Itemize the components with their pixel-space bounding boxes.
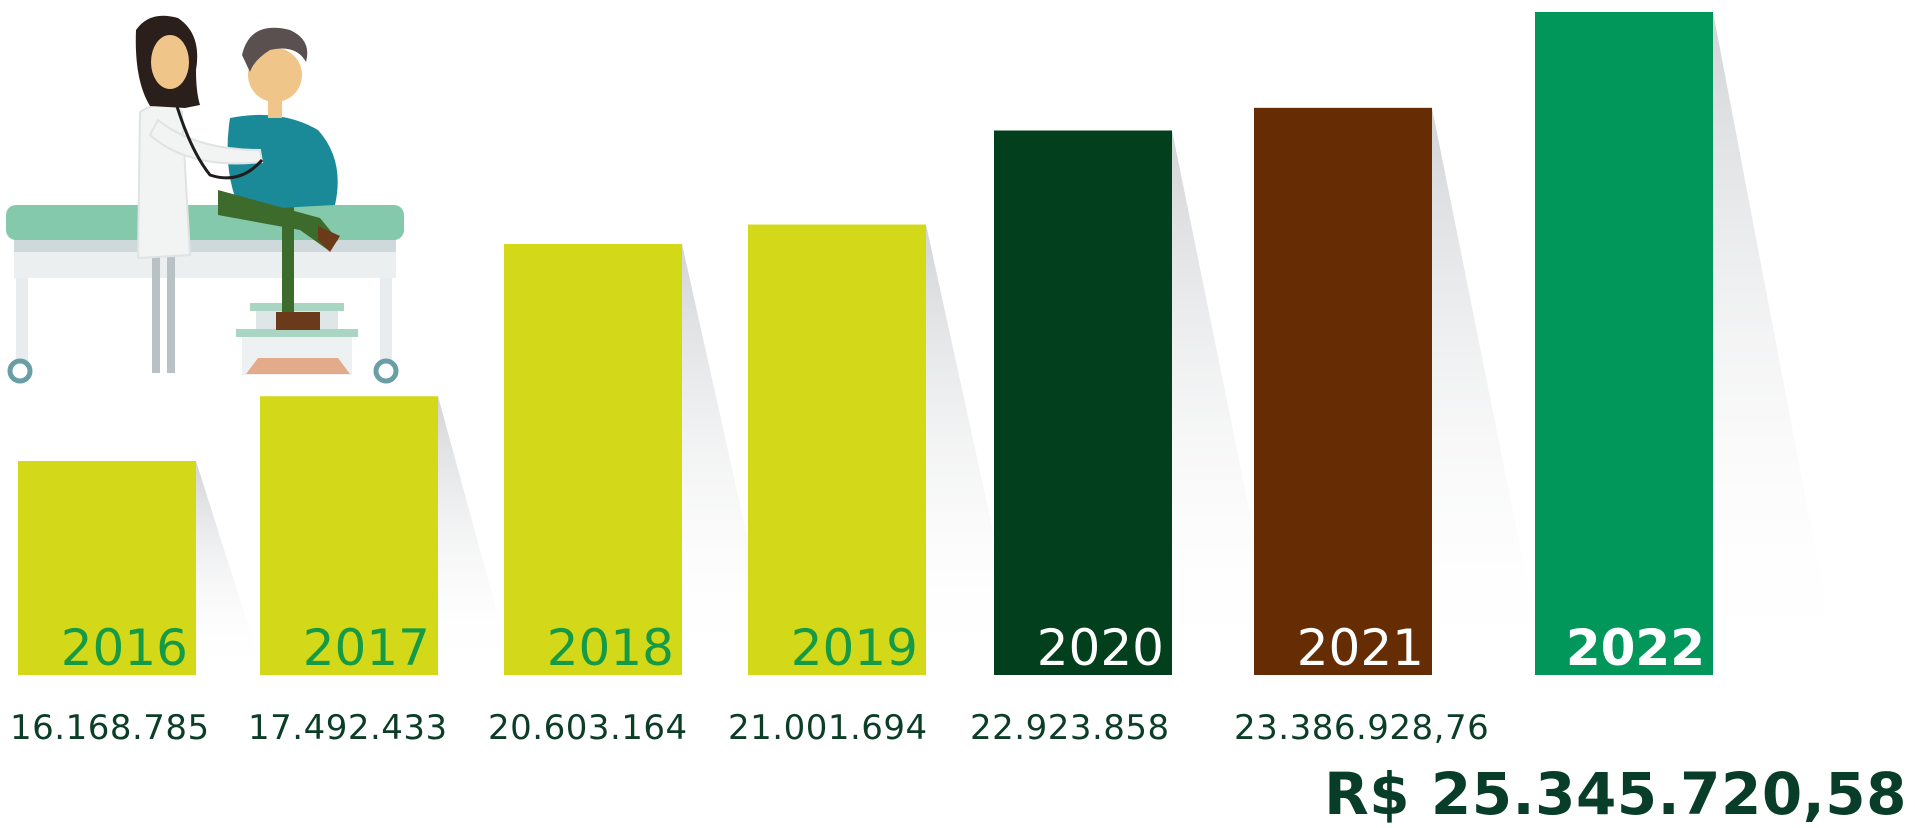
year-label: 2018 xyxy=(547,619,674,677)
year-label: 2019 xyxy=(791,619,918,677)
patient-shirt xyxy=(227,114,338,210)
year-label: 2022 xyxy=(1566,619,1705,677)
patient-thigh xyxy=(218,190,338,250)
value-label: 23.386.928,76 xyxy=(1234,708,1490,748)
bar-shadow xyxy=(1172,130,1283,675)
patient-hair xyxy=(242,27,308,72)
total-value-label: R$ 25.345.720,58 xyxy=(1324,760,1907,828)
bar-shadow xyxy=(1713,12,1840,675)
value-label: 17.492.433 xyxy=(248,708,448,748)
patient-face xyxy=(248,48,302,102)
patient-foot xyxy=(318,226,340,252)
doctor-leg-left xyxy=(152,255,160,373)
bar-shadow xyxy=(1432,107,1546,675)
patient-shoe xyxy=(276,312,320,330)
bed-leg-right xyxy=(380,278,392,368)
doctor-patient-illustration xyxy=(6,15,404,384)
stool-mat xyxy=(246,358,350,374)
stethoscope-icon xyxy=(173,99,264,180)
patient-neck xyxy=(268,100,282,118)
bar-shadows xyxy=(196,12,1840,675)
patient-leg xyxy=(282,205,294,315)
year-label: 2020 xyxy=(1037,619,1164,677)
bar-2021 xyxy=(1254,107,1432,675)
bars xyxy=(18,12,1713,675)
bar-shadow xyxy=(682,244,779,675)
value-label: 21.001.694 xyxy=(728,708,928,748)
bed-mattress xyxy=(6,205,404,240)
year-label: 2021 xyxy=(1297,619,1424,677)
value-label: 16.168.785 xyxy=(10,708,210,748)
value-label: 22.923.858 xyxy=(970,708,1170,748)
wheel-left xyxy=(7,358,33,384)
bed-base xyxy=(14,252,396,278)
bar-2017 xyxy=(260,396,438,675)
bar-shadow xyxy=(438,396,515,675)
year-label: 2017 xyxy=(303,619,430,677)
year-labels: 2016 2017 2018 2019 2020 2021 2022 xyxy=(61,619,1705,677)
bar-shadow xyxy=(196,461,264,675)
bed-leg-left xyxy=(16,278,28,368)
bar-2019 xyxy=(748,224,926,675)
doctor-leg-right xyxy=(167,255,175,373)
bar-2020 xyxy=(994,130,1172,675)
bar-2022 xyxy=(1535,12,1713,675)
stool-top xyxy=(250,303,344,311)
stool-step2 xyxy=(236,329,358,337)
bed-frame xyxy=(14,240,396,252)
year-label: 2016 xyxy=(61,619,188,677)
bar-2016 xyxy=(18,461,196,675)
doctor-face xyxy=(151,35,189,89)
wheel-right xyxy=(373,358,399,384)
value-label: 20.603.164 xyxy=(488,708,688,748)
bar-2018 xyxy=(504,244,682,675)
